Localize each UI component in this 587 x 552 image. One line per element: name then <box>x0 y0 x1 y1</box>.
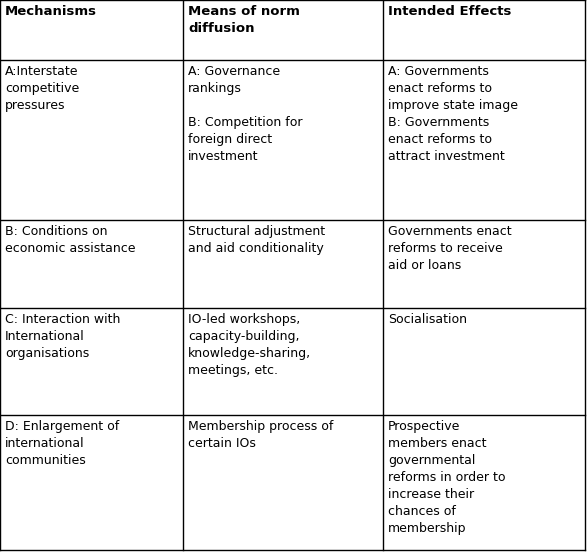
Text: Membership process of
certain IOs: Membership process of certain IOs <box>188 420 333 450</box>
Text: Prospective
members enact
governmental
reforms in order to
increase their
chance: Prospective members enact governmental r… <box>388 420 505 535</box>
Text: Means of norm
diffusion: Means of norm diffusion <box>188 5 300 35</box>
Text: C: Interaction with
International
organisations: C: Interaction with International organi… <box>5 313 120 360</box>
Text: Governments enact
reforms to receive
aid or loans: Governments enact reforms to receive aid… <box>388 225 512 272</box>
Text: Structural adjustment
and aid conditionality: Structural adjustment and aid conditiona… <box>188 225 325 255</box>
Text: A: Governments
enact reforms to
improve state image
B: Governments
enact reforms: A: Governments enact reforms to improve … <box>388 65 518 163</box>
Text: Socialisation: Socialisation <box>388 313 467 326</box>
Text: B: Conditions on
economic assistance: B: Conditions on economic assistance <box>5 225 136 255</box>
Text: A:Interstate
competitive
pressures: A:Interstate competitive pressures <box>5 65 79 112</box>
Text: Mechanisms: Mechanisms <box>5 5 97 18</box>
Text: IO-led workshops,
capacity-building,
knowledge-sharing,
meetings, etc.: IO-led workshops, capacity-building, kno… <box>188 313 311 377</box>
Text: Intended Effects: Intended Effects <box>388 5 511 18</box>
Text: A: Governance
rankings

B: Competition for
foreign direct
investment: A: Governance rankings B: Competition fo… <box>188 65 302 163</box>
Text: D: Enlargement of
international
communities: D: Enlargement of international communit… <box>5 420 119 467</box>
